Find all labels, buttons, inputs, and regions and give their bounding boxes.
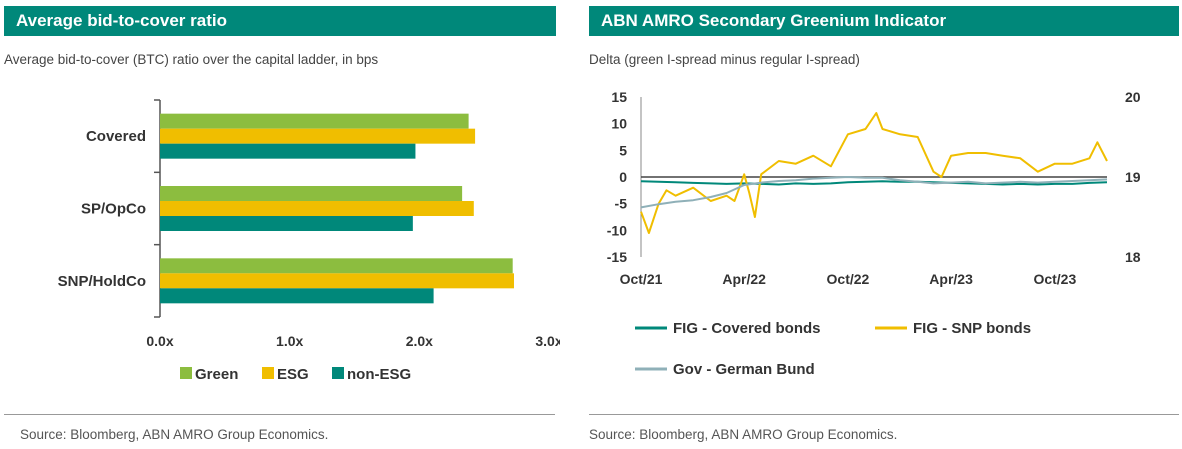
bar-esg-sp-opco bbox=[160, 201, 474, 216]
bid-to-cover-title: Average bid-to-cover ratio bbox=[4, 6, 556, 36]
bar-esg-covered bbox=[160, 128, 476, 144]
source-note: Source: Bloomberg, ABN AMRO Group Econom… bbox=[20, 427, 329, 442]
x-tick-label: 3.0x bbox=[535, 333, 560, 349]
y-tick-label: 15 bbox=[611, 89, 627, 105]
greenium-title: ABN AMRO Secondary Greenium Indicator bbox=[589, 6, 1179, 36]
bar-esg-snp-holdco bbox=[160, 273, 514, 289]
legend-swatch bbox=[332, 367, 344, 379]
legend-label: Gov - German Bund bbox=[673, 361, 815, 378]
x-tick-label: 1.0x bbox=[276, 333, 303, 349]
series-line-gov-german-bund bbox=[640, 176, 1108, 209]
legend-swatch bbox=[262, 367, 274, 379]
greenium-panel: ABN AMRO Secondary Greenium Indicator De… bbox=[583, 0, 1182, 449]
y-tick-label: -5 bbox=[615, 196, 628, 212]
y2-tick-label: 18 bbox=[1125, 249, 1141, 265]
bid-to-cover-panel: Average bid-to-cover ratio Average bid-t… bbox=[0, 0, 560, 449]
legend-swatch bbox=[180, 367, 192, 379]
legend-label: FIG - Covered bonds bbox=[673, 320, 821, 337]
category-label: SP/OpCo bbox=[81, 201, 146, 218]
series-line-fig-covered-bonds bbox=[640, 180, 1108, 186]
x-tick-label: Apr/22 bbox=[722, 271, 766, 287]
bar-non-esg-snp-holdco bbox=[160, 288, 434, 304]
footer-divider bbox=[589, 414, 1179, 415]
x-tick-label: 2.0x bbox=[406, 333, 433, 349]
category-label: Covered bbox=[86, 128, 146, 145]
y2-tick-label: 20 bbox=[1125, 89, 1141, 105]
x-tick-label: Oct/22 bbox=[827, 271, 870, 287]
bar-green-covered bbox=[160, 113, 469, 129]
bar-green-sp-opco bbox=[160, 186, 463, 201]
legend-label: non-ESG bbox=[347, 366, 411, 383]
y-tick-label: 0 bbox=[619, 169, 627, 185]
bar-non-esg-sp-opco bbox=[160, 216, 413, 231]
footer-divider bbox=[4, 414, 555, 415]
x-tick-label: Oct/21 bbox=[620, 271, 663, 287]
x-tick-label: 0.0x bbox=[146, 333, 173, 349]
x-tick-label: Oct/23 bbox=[1033, 271, 1076, 287]
bid-to-cover-subtitle: Average bid-to-cover (BTC) ratio over th… bbox=[4, 52, 379, 67]
y-tick-label: 10 bbox=[611, 116, 627, 132]
source-note: Source: Bloomberg, ABN AMRO Group Econom… bbox=[589, 427, 898, 442]
legend-label: ESG bbox=[277, 366, 309, 383]
legend-label: Green bbox=[195, 366, 238, 383]
y-tick-label: -15 bbox=[607, 249, 627, 265]
greenium-chart: 15 10 5 0 -5 -10 -15 20 19 18 Oct/21 Apr/22 Oct/22 Ap… bbox=[607, 89, 1141, 378]
y-tick-label: 5 bbox=[619, 142, 627, 158]
x-tick-label: Apr/23 bbox=[929, 271, 973, 287]
bid-to-cover-chart: Covered SP/OpCo SNP/HoldCo 0.0x 1.0x 2.0x 3.0x… bbox=[58, 99, 560, 383]
legend-label: FIG - SNP bonds bbox=[913, 320, 1031, 337]
y2-tick-label: 19 bbox=[1125, 169, 1141, 185]
category-label: SNP/HoldCo bbox=[58, 273, 146, 290]
y-tick-label: -10 bbox=[607, 222, 627, 238]
bar-green-snp-holdco bbox=[160, 258, 513, 274]
bar-non-esg-covered bbox=[160, 143, 416, 159]
greenium-subtitle: Delta (green I-spread minus regular I-sp… bbox=[589, 52, 860, 67]
series-line-fig-snp-bonds bbox=[640, 112, 1108, 234]
